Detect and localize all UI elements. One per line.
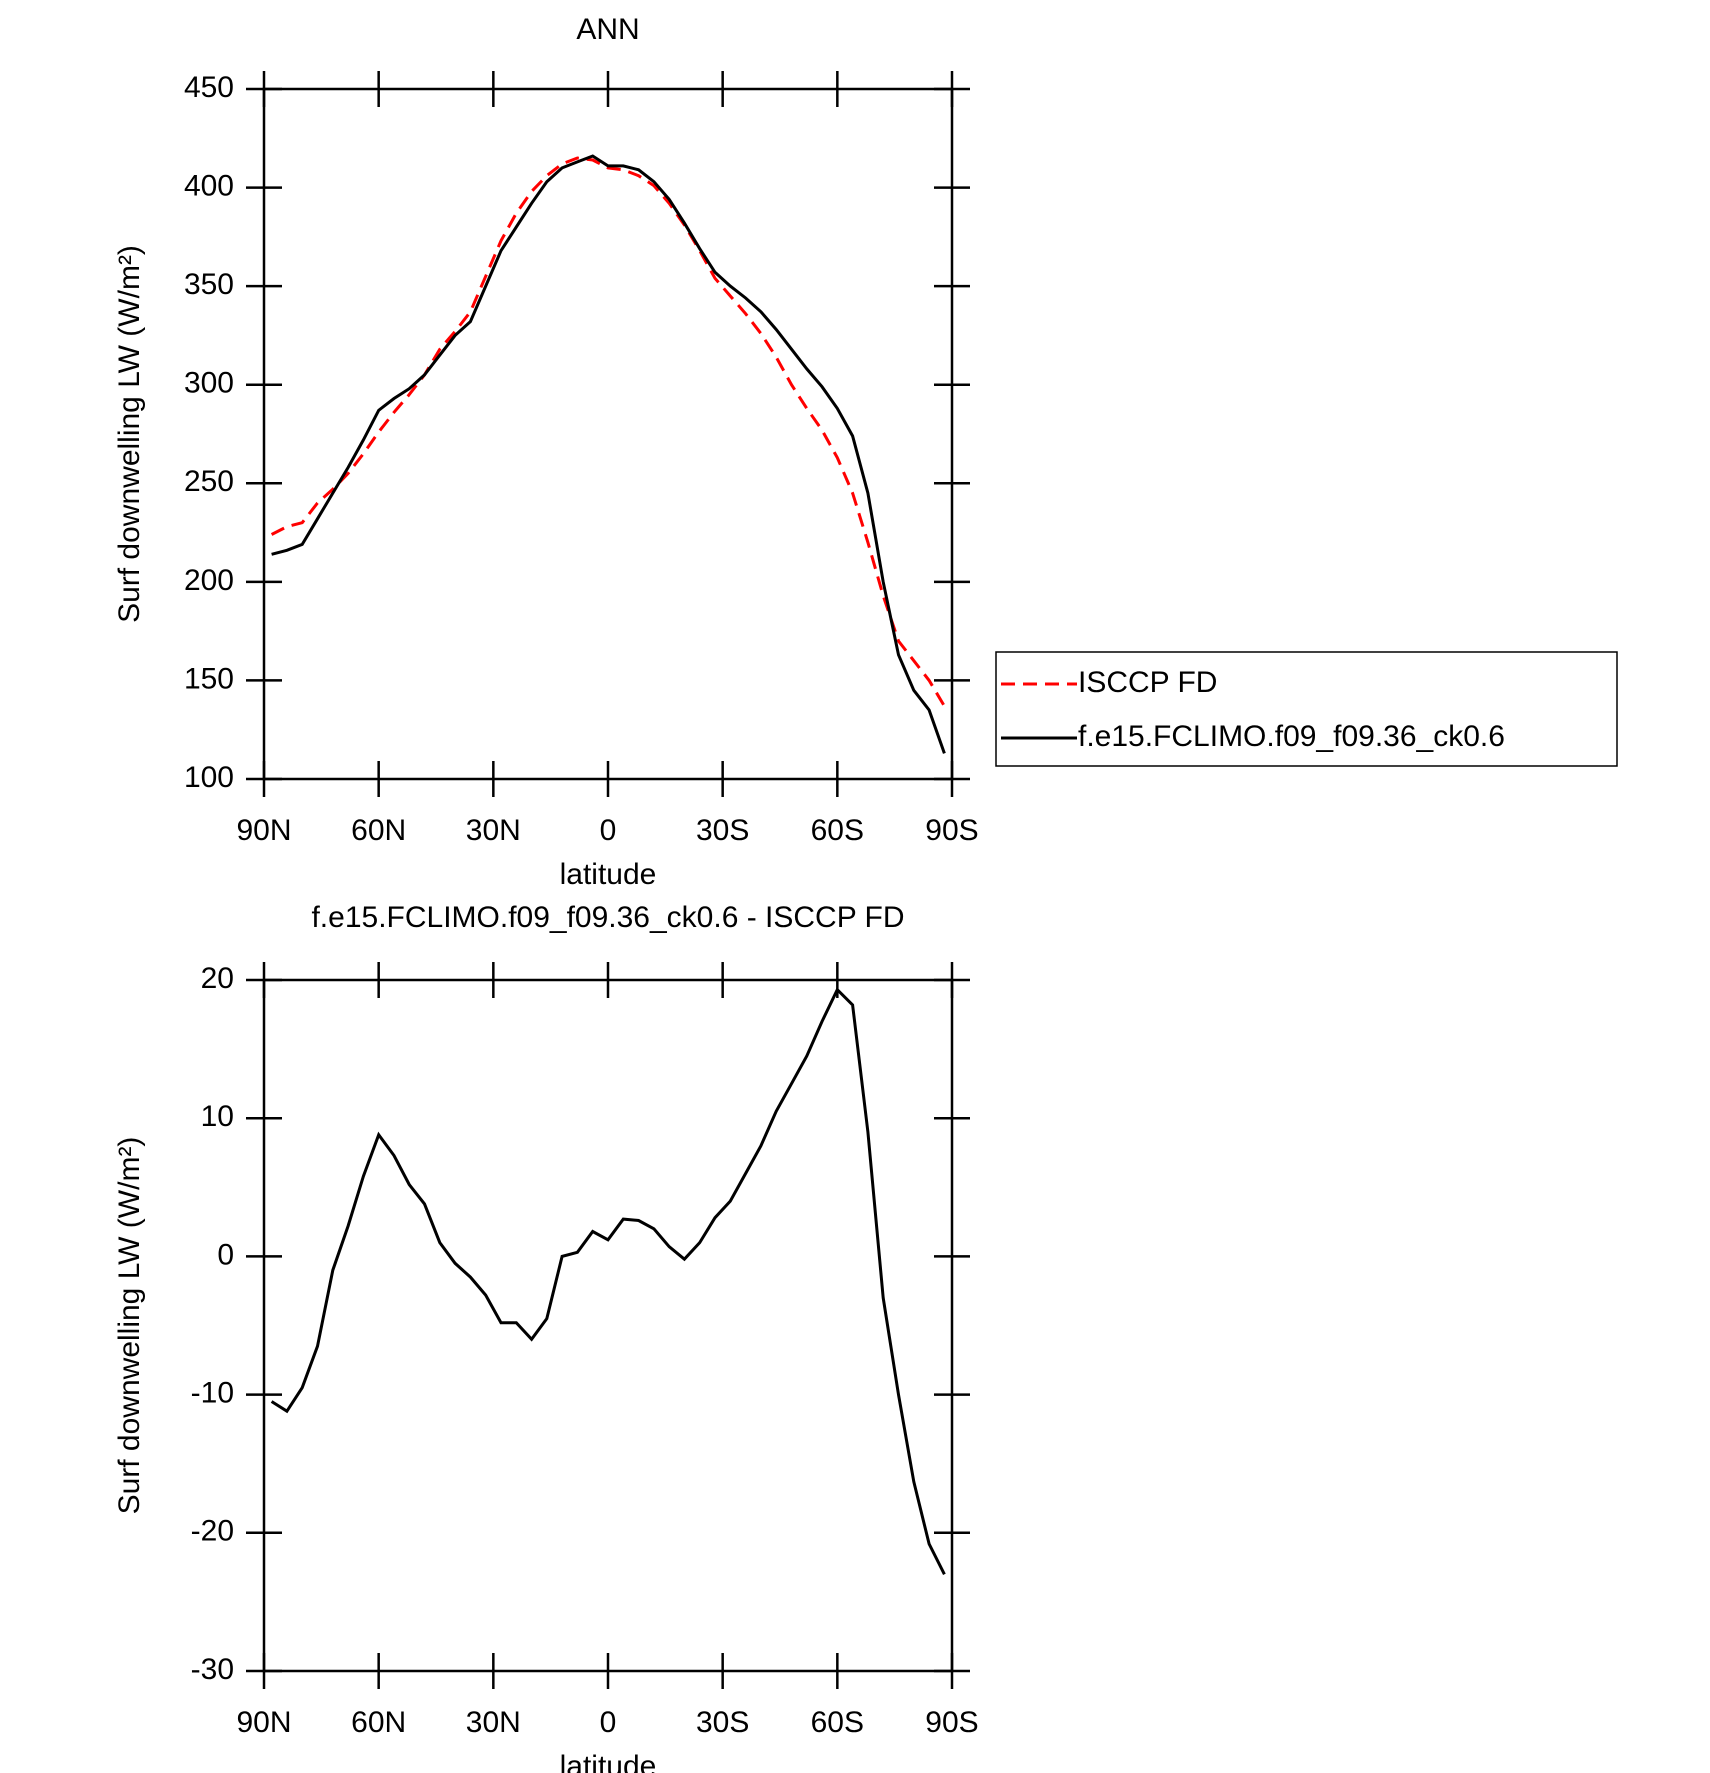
- legend-box: [995, 651, 1618, 767]
- x-tick-label: 30N: [466, 1706, 521, 1739]
- x-tick-label: 60S: [811, 1706, 864, 1739]
- y-axis-label: Surf downwelling LW (W/m²): [113, 245, 146, 623]
- y-tick-label: 350: [184, 268, 234, 301]
- y-tick-label: 0: [217, 1238, 234, 1271]
- x-tick-label: 0: [600, 814, 617, 847]
- x-tick-label: 60N: [351, 1706, 406, 1739]
- legend-label: ISCCP FD: [1078, 666, 1217, 699]
- x-tick-label: 90S: [925, 814, 978, 847]
- y-tick-label: 10: [201, 1100, 234, 1133]
- y-tick-label: -10: [191, 1377, 234, 1410]
- data-line: [271, 154, 946, 754]
- x-tick-label: 0: [600, 1706, 617, 1739]
- y-axis-label: Surf downwelling LW (W/m²): [113, 1137, 146, 1515]
- x-tick-label: 30N: [466, 814, 521, 847]
- x-tick-label: 30S: [696, 1706, 749, 1739]
- plot-frame: [262, 87, 954, 781]
- y-tick-label: -30: [191, 1653, 234, 1686]
- x-axis-label: latitude: [560, 1750, 657, 1773]
- data-line: [270, 156, 946, 707]
- x-tick-label: 90N: [236, 814, 291, 847]
- y-tick-label: 100: [184, 761, 234, 794]
- x-axis-label: latitude: [560, 858, 657, 891]
- data-line: [270, 987, 946, 1575]
- y-tick-label: 300: [184, 367, 234, 400]
- x-tick-label: 60S: [811, 814, 864, 847]
- y-tick-label: 150: [184, 662, 234, 695]
- y-tick-label: 200: [184, 564, 234, 597]
- chart-title: f.e15.FCLIMO.f09_f09.36_ck0.6 - ISCCP FD: [311, 901, 904, 934]
- y-tick-label: 250: [184, 465, 234, 498]
- x-tick-label: 30S: [696, 814, 749, 847]
- legend-label: f.e15.FCLIMO.f09_f09.36_ck0.6: [1078, 720, 1505, 753]
- x-tick-label: 60N: [351, 814, 406, 847]
- x-tick-label: 90N: [236, 1706, 291, 1739]
- y-tick-label: 450: [184, 71, 234, 104]
- x-tick-label: 90S: [925, 1706, 978, 1739]
- y-tick-label: -20: [191, 1515, 234, 1548]
- y-tick-label: 400: [184, 169, 234, 202]
- chart-title: ANN: [576, 13, 639, 46]
- plot-frame: [262, 978, 954, 1673]
- y-tick-label: 20: [201, 962, 234, 995]
